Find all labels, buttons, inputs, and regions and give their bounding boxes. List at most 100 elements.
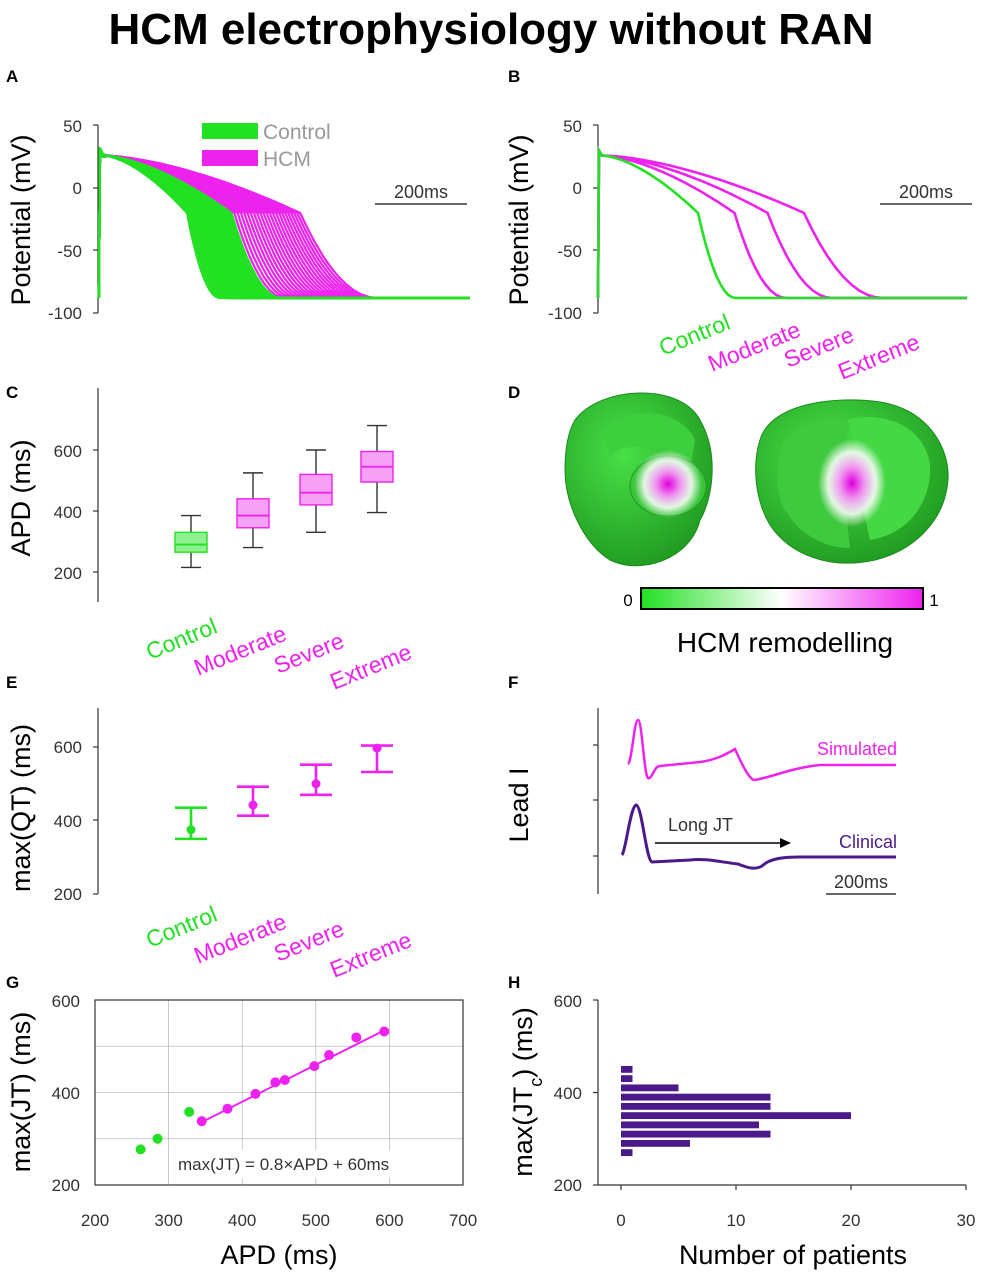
panel-h-y-label-end: ) (ms) <box>508 1007 538 1077</box>
simulated-label: Simulated <box>817 739 897 759</box>
scatter-point-hcm <box>309 1061 320 1072</box>
panel-g-x-label: APD (ms) <box>221 1240 338 1270</box>
panel-d: D 0 1 HCM remodelling <box>508 383 949 658</box>
ap-trace-control <box>596 145 967 300</box>
legend-swatch-control <box>202 123 258 139</box>
panel-b-ytick: -100 <box>548 304 582 323</box>
panel-label-h: H <box>508 973 520 992</box>
panel-e-ytick: 200 <box>54 885 82 904</box>
colorbar-min-label: 0 <box>623 591 632 610</box>
fit-equation: max(JT) = 0.8×APD + 60ms <box>178 1155 389 1174</box>
panel-f: F Lead I Simulated Clinical Long JT 200m… <box>504 673 897 895</box>
panel-c-ytick: 400 <box>54 503 82 522</box>
panel-g: G 600 400 200 200 300 400 500 600 700 ma… <box>6 973 477 1270</box>
scatter-point-hcm <box>270 1077 281 1088</box>
panel-g-xtick: 600 <box>375 1211 403 1230</box>
scatter-point-control <box>152 1133 163 1144</box>
equation-background <box>174 1150 460 1178</box>
panel-c-ytick: 200 <box>54 564 82 583</box>
histogram-bar <box>621 1093 771 1101</box>
panel-g-xtick: 500 <box>302 1211 330 1230</box>
colorbar-title: HCM remodelling <box>677 627 893 658</box>
panel-label-a: A <box>6 67 18 86</box>
colorbar-max-label: 1 <box>929 591 938 610</box>
scatter-point-hcm <box>324 1050 335 1061</box>
long-jt-label: Long JT <box>668 815 733 835</box>
histogram-bar <box>621 1149 633 1157</box>
figure-title: HCM electrophysiology without RAN <box>108 5 873 54</box>
panel-h-x-label: Number of patients <box>679 1240 907 1270</box>
panel-h-y-label-main: max(JT <box>508 1087 538 1177</box>
legend-label-control: Control <box>263 121 331 144</box>
panel-g-xtick: 700 <box>449 1211 477 1230</box>
panel-label-c: C <box>6 383 18 402</box>
panel-b: B 50 0 -50 -100 Potential (mV) 200ms Con… <box>504 67 972 385</box>
panel-b-ytick: 50 <box>563 117 582 136</box>
histogram-bar <box>621 1121 759 1129</box>
panel-c: C 600 400 200 APD (ms) Control Moderate … <box>6 383 415 695</box>
panel-b-ytick: -50 <box>557 242 582 261</box>
panel-h: H 600 400 200 0 10 20 30 max(JTc) (ms) N… <box>508 973 975 1270</box>
panel-h-ytick: 200 <box>554 1176 582 1195</box>
histogram-bar <box>621 1102 771 1110</box>
panel-a-y-label: Potential (mV) <box>6 134 36 305</box>
box-moderate <box>236 498 270 529</box>
histogram-bar <box>621 1065 633 1073</box>
panel-h-y-label: max(JTc) (ms) <box>508 1007 546 1176</box>
scatter-point-hcm <box>250 1088 261 1099</box>
heart-illustration-right <box>755 399 949 564</box>
scatter-point-hcm <box>379 1026 390 1037</box>
colorbar <box>640 587 924 610</box>
panel-label-e: E <box>6 673 17 692</box>
clinical-trace <box>620 803 896 870</box>
ap-trace-moderate <box>596 145 967 300</box>
panel-a-ytick: -100 <box>48 304 82 323</box>
panel-label-f: F <box>508 673 518 692</box>
panel-a-ytick: 0 <box>73 179 82 198</box>
histogram-bar <box>621 1139 690 1147</box>
panel-b-ytick: 0 <box>573 179 582 198</box>
mean-point <box>186 825 196 835</box>
ap-trace-extreme <box>596 145 967 300</box>
panel-b-y-label: Potential (mV) <box>504 134 534 305</box>
panel-h-xtick: 0 <box>616 1211 625 1230</box>
panel-b-scalebar-label: 200ms <box>899 182 953 202</box>
panel-g-y-label: max(JT) (ms) <box>6 1012 36 1172</box>
panel-g-plot-frame <box>94 999 464 1186</box>
panel-label-b: B <box>508 67 520 86</box>
scatter-point-hcm <box>351 1032 362 1043</box>
panel-a-scalebar-label: 200ms <box>394 182 448 202</box>
mean-point <box>372 743 382 753</box>
legend-swatch-hcm <box>202 150 258 166</box>
box-severe <box>299 473 333 506</box>
panel-g-xtick: 200 <box>81 1211 109 1230</box>
panel-a-ytick: 50 <box>63 117 82 136</box>
clinical-label: Clinical <box>839 832 897 852</box>
panel-e-ytick: 400 <box>54 812 82 831</box>
panel-g-ytick: 200 <box>52 1176 80 1195</box>
mean-point <box>248 800 258 810</box>
panel-c-ytick: 600 <box>54 442 82 461</box>
panel-h-y-label-sub: c <box>526 1078 546 1087</box>
histogram-bar <box>621 1112 851 1120</box>
scatter-point-hcm <box>222 1103 233 1114</box>
fit-line <box>201 1029 385 1123</box>
panel-f-scalebar-label: 200ms <box>834 872 888 892</box>
panel-a: A 50 0 -50 -100 Potential (mV) Control H… <box>6 67 470 323</box>
scatter-point-hcm <box>196 1116 207 1127</box>
panel-g-ytick: 600 <box>52 992 80 1011</box>
ap-trace-hcm <box>97 147 470 300</box>
panel-e: E 600 400 200 max(QT) (ms) Control Moder… <box>6 673 415 983</box>
panel-f-y-label: Lead I <box>504 767 534 842</box>
panel-label-g: G <box>6 973 19 992</box>
histogram-bar <box>621 1075 633 1083</box>
panel-label-d: D <box>508 383 520 402</box>
panel-a-ytick: -50 <box>57 242 82 261</box>
heart-illustration-left <box>564 392 713 567</box>
long-jt-arrowhead <box>780 838 791 848</box>
panel-c-y-label: APD (ms) <box>6 440 36 557</box>
panel-g-xtick: 400 <box>228 1211 256 1230</box>
panel-h-xtick: 30 <box>957 1211 976 1230</box>
panel-e-y-label: max(QT) (ms) <box>6 724 36 892</box>
